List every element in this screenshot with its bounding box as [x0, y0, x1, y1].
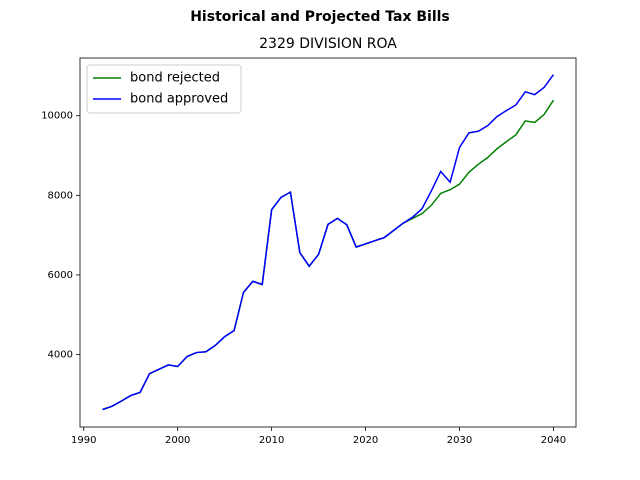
chart-title: Historical and Projected Tax Bills [190, 9, 450, 25]
chart-subtitle: 2329 DIVISION ROA [259, 36, 397, 52]
plot-frame [79, 57, 577, 428]
legend-box [86, 64, 242, 114]
x-tick-label: 2030 [447, 435, 472, 446]
x-tick-label: 2020 [353, 435, 378, 446]
x-tick-label: 2040 [541, 435, 566, 446]
y-tick-label: 4000 [48, 350, 73, 361]
series-line [102, 74, 555, 411]
y-tick-label: 8000 [48, 190, 73, 201]
y-tick-label: 10000 [41, 111, 73, 122]
series-line [102, 99, 555, 411]
y-tick-label: 6000 [48, 270, 73, 281]
x-tick-label: 2010 [259, 435, 284, 446]
legend-label: bond rejected [130, 71, 220, 86]
legend-label: bond approved [130, 92, 228, 107]
x-tick-label: 1990 [71, 435, 96, 446]
x-tick-label: 2000 [165, 435, 190, 446]
